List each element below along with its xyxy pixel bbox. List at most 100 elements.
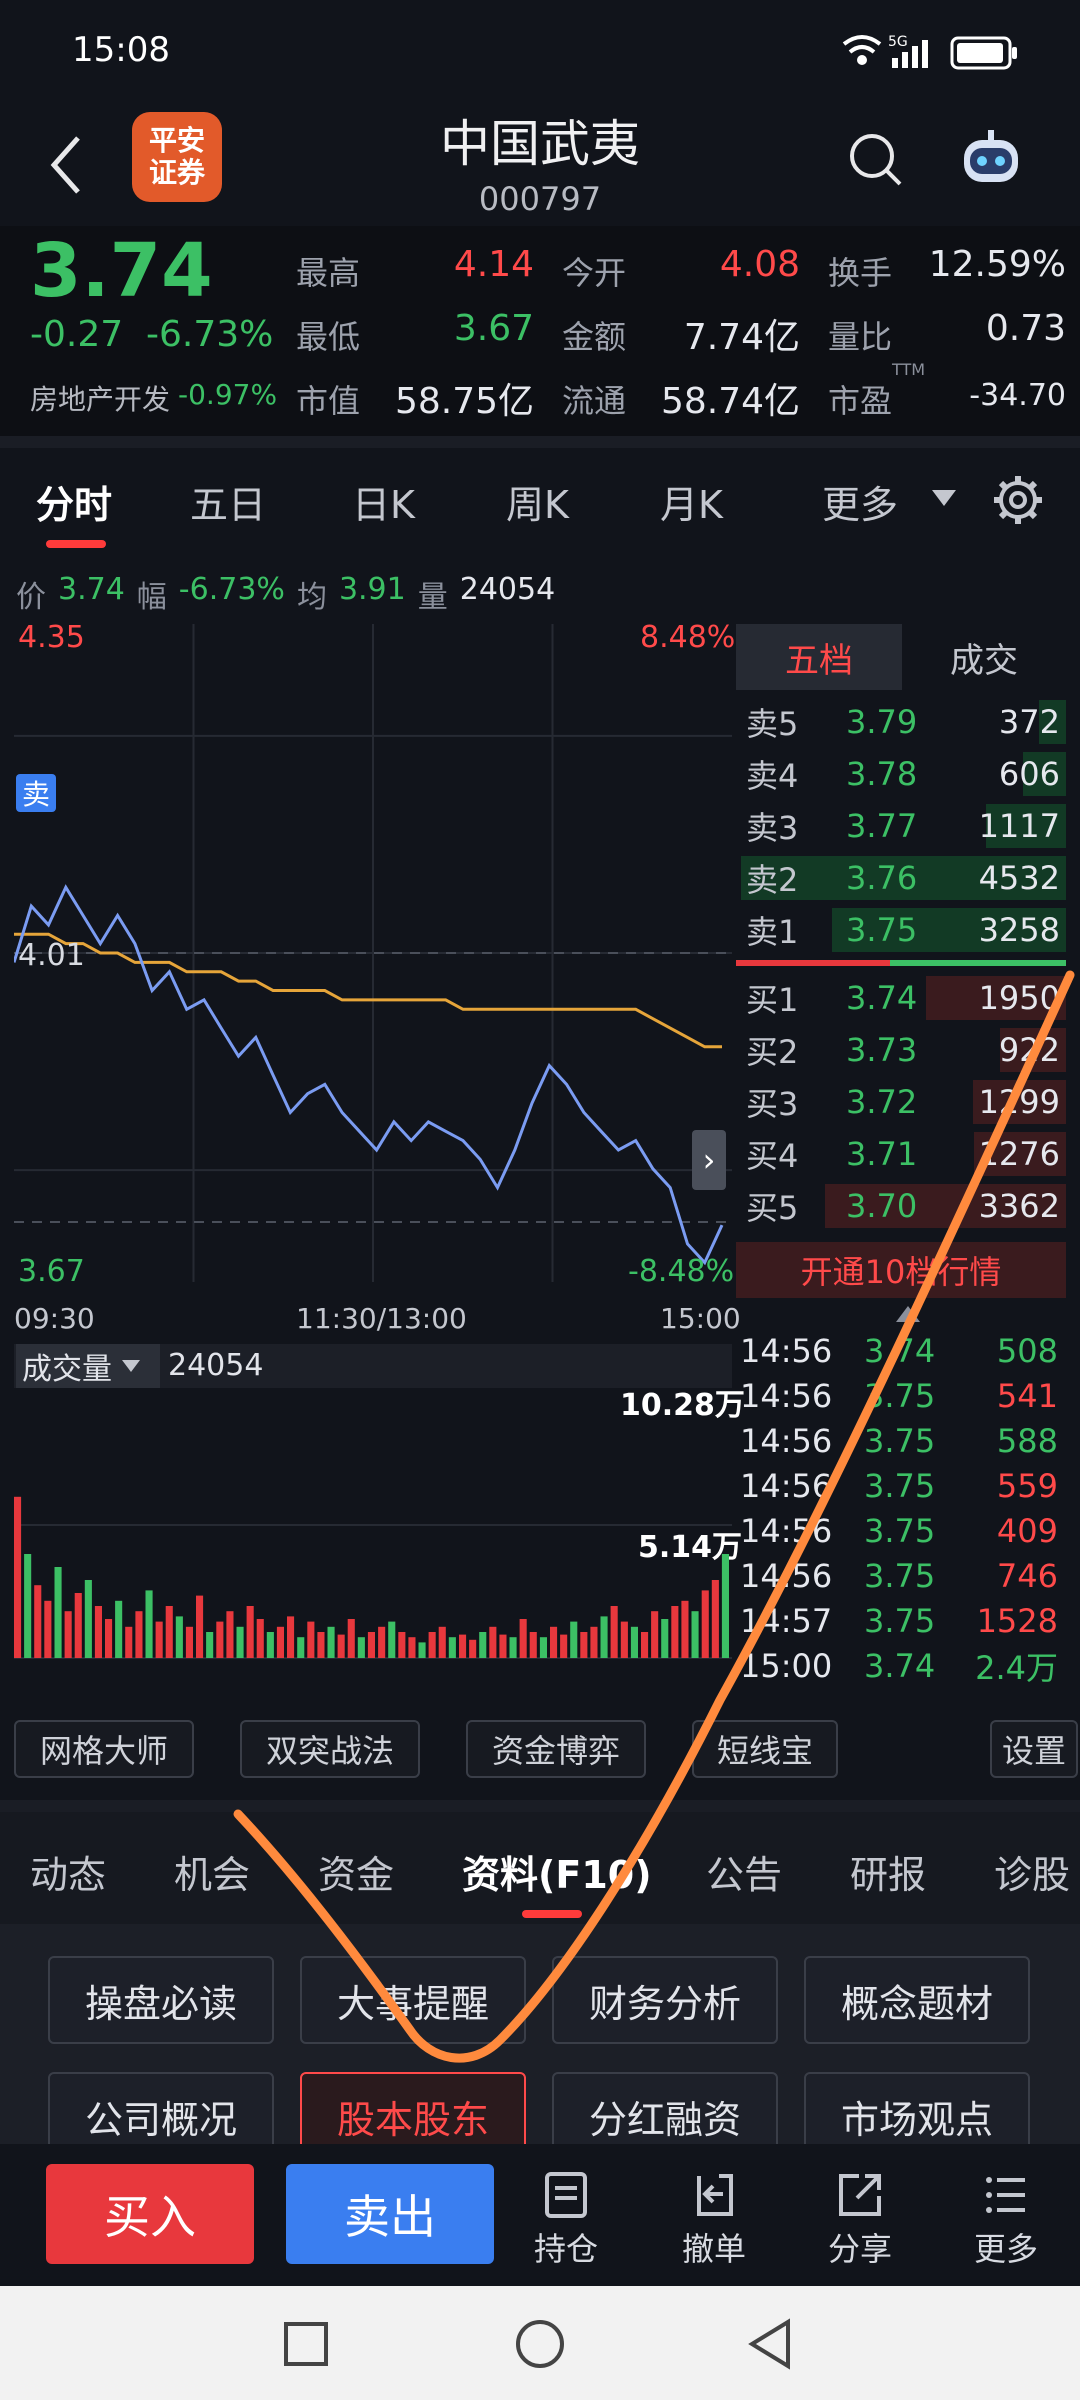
wifi-icon xyxy=(842,35,882,65)
more-menu-button[interactable]: 更多 xyxy=(956,2170,1056,2270)
tab-monthly-k[interactable]: 月K xyxy=(660,483,723,527)
info-tab-opportunity[interactable]: 机会 xyxy=(174,1853,251,1897)
tool-capital-game[interactable]: 资金博弈 xyxy=(466,1720,646,1778)
ask-row[interactable]: 卖1 3.75 3258 xyxy=(736,904,1066,956)
sell-button[interactable]: 卖出 xyxy=(286,2164,494,2264)
info-tab-diagnosis[interactable]: 诊股 xyxy=(994,1853,1071,1897)
ask-row[interactable]: 卖5 3.79 372 xyxy=(736,696,1066,748)
tab-daily-k[interactable]: 日K xyxy=(352,483,415,527)
grid-must-read[interactable]: 操盘必读 xyxy=(48,1956,274,2044)
volume-bar xyxy=(529,1632,537,1658)
tab-weekly-k[interactable]: 周K xyxy=(506,483,569,527)
volume-bar xyxy=(327,1626,335,1658)
logo-line2: 证券 xyxy=(148,156,205,189)
tab-intraday[interactable]: 分时 xyxy=(36,483,113,527)
tab-five-day[interactable]: 五日 xyxy=(190,483,267,527)
trade-price: 3.74 xyxy=(864,1331,936,1370)
recent-apps-icon[interactable] xyxy=(282,2320,330,2368)
trade-volume: 1528 xyxy=(976,1601,1058,1640)
nav-bar: 平安 证券 中国武夷 000797 xyxy=(0,104,1080,226)
signal-icon xyxy=(892,40,928,68)
level-price: 3.73 xyxy=(846,1031,918,1069)
trade-time: 14:56 xyxy=(740,1331,833,1370)
holdings-button[interactable]: 持仓 xyxy=(516,2170,616,2270)
gear-icon[interactable] xyxy=(990,472,1046,528)
volume-bar xyxy=(610,1606,618,1658)
ask-row[interactable]: 卖2 3.76 4532 xyxy=(736,852,1066,904)
tab-trades[interactable]: 成交 xyxy=(950,640,1018,681)
info-tab-f10[interactable]: 资料(F10) xyxy=(462,1853,652,1897)
order-book: 五档 成交 卖5 3.79 372 卖4 3.78 606 卖3 3.77 1117 卖2 3.76… xyxy=(736,624,1066,1304)
expand-panel-button[interactable]: › xyxy=(692,1130,726,1190)
tool-double-breakout[interactable]: 双突战法 xyxy=(240,1720,420,1778)
open-value: 4.08 xyxy=(719,244,800,285)
volume-chart[interactable] xyxy=(14,1390,732,1660)
level-label: 卖1 xyxy=(746,913,799,951)
info-tab-announcement[interactable]: 公告 xyxy=(706,1853,783,1897)
bid-row[interactable]: 买3 3.72 1299 xyxy=(736,1076,1066,1128)
trade-row: 14:57 3.75 1528 xyxy=(740,1598,1066,1643)
intraday-price-chart[interactable] xyxy=(14,624,732,1282)
bid-row[interactable]: 买5 3.70 3362 xyxy=(736,1180,1066,1232)
trade-time: 14:56 xyxy=(740,1466,833,1505)
tab-more[interactable]: 更多 xyxy=(822,483,899,527)
buy-sell-ratio-green xyxy=(890,960,1066,966)
volume-bar xyxy=(418,1642,426,1658)
bid-row[interactable]: 买4 3.71 1276 xyxy=(736,1128,1066,1180)
tab-order-book[interactable]: 五档 xyxy=(736,624,902,690)
depth-bar xyxy=(740,856,1066,900)
level-price: 3.77 xyxy=(846,807,918,845)
info-tab-capital[interactable]: 资金 xyxy=(318,1853,395,1897)
volume-indicator-selector[interactable]: 成交量 xyxy=(16,1344,160,1388)
buy-button[interactable]: 买入 xyxy=(46,2164,254,2264)
volume-bar xyxy=(641,1632,649,1658)
sector-name[interactable]: 房地产开发 xyxy=(30,383,171,416)
home-icon[interactable] xyxy=(514,2318,566,2370)
level-label: 买3 xyxy=(746,1085,799,1123)
volume-bar xyxy=(94,1606,102,1658)
tool-grid-master[interactable]: 网格大师 xyxy=(14,1720,194,1778)
low-value: 3.67 xyxy=(453,308,534,349)
share-button[interactable]: 分享 xyxy=(810,2170,910,2270)
volume-bar xyxy=(651,1611,659,1658)
level-volume: 372 xyxy=(998,703,1060,741)
tool-settings[interactable]: 设置 xyxy=(990,1720,1078,1778)
status-time: 15:08 xyxy=(72,30,170,70)
ask-row[interactable]: 卖3 3.77 1117 xyxy=(736,800,1066,852)
buy-sell-ratio-red xyxy=(736,960,890,966)
depth-bar xyxy=(1039,700,1066,744)
period-tabs: 分时 五日 日K 周K 月K 更多 xyxy=(0,448,1080,560)
level-volume: 3258 xyxy=(978,911,1060,949)
bid-row[interactable]: 买1 3.74 1950 xyxy=(736,972,1066,1024)
tool-short-term[interactable]: 短线宝 xyxy=(692,1720,838,1778)
back-icon[interactable] xyxy=(746,2318,796,2370)
grid-major-events[interactable]: 大事提醒 xyxy=(300,1956,526,2044)
sell-marker-badge[interactable]: 卖 xyxy=(16,774,56,812)
back-arrow-icon[interactable] xyxy=(40,130,96,200)
grid-concepts[interactable]: 概念题材 xyxy=(804,1956,1030,2044)
info-tab-research[interactable]: 研报 xyxy=(850,1853,927,1897)
broker-logo[interactable]: 平安 证券 xyxy=(132,112,222,202)
status-icons: 5G xyxy=(842,34,1017,70)
info-tab-news[interactable]: 动态 xyxy=(30,1853,107,1897)
amount-value: 7.74亿 xyxy=(683,317,800,358)
level-volume: 1299 xyxy=(978,1083,1060,1121)
holdings-label: 持仓 xyxy=(533,2230,598,2268)
bid-row[interactable]: 买2 3.73 922 xyxy=(736,1024,1066,1076)
chevron-down-icon[interactable] xyxy=(930,488,958,508)
robot-assistant-icon[interactable] xyxy=(958,126,1024,192)
grid-financial-analysis[interactable]: 财务分析 xyxy=(552,1956,778,2044)
volume-bar xyxy=(388,1621,396,1658)
volume-bar xyxy=(287,1616,295,1658)
cancel-order-button[interactable]: 撤单 xyxy=(664,2170,764,2270)
chevron-up-icon[interactable] xyxy=(894,1304,922,1324)
pe-ttm-sup: TTM xyxy=(892,360,926,379)
search-icon[interactable] xyxy=(846,126,906,196)
open-label: 今开 xyxy=(562,254,627,292)
volume-bar xyxy=(428,1632,436,1658)
more-label: 更多 xyxy=(973,2230,1038,2268)
battery-icon xyxy=(950,36,1017,70)
upgrade-level10-button[interactable]: 开通10档行情 xyxy=(736,1242,1066,1298)
level-price: 3.76 xyxy=(846,859,918,897)
ask-row[interactable]: 卖4 3.78 606 xyxy=(736,748,1066,800)
